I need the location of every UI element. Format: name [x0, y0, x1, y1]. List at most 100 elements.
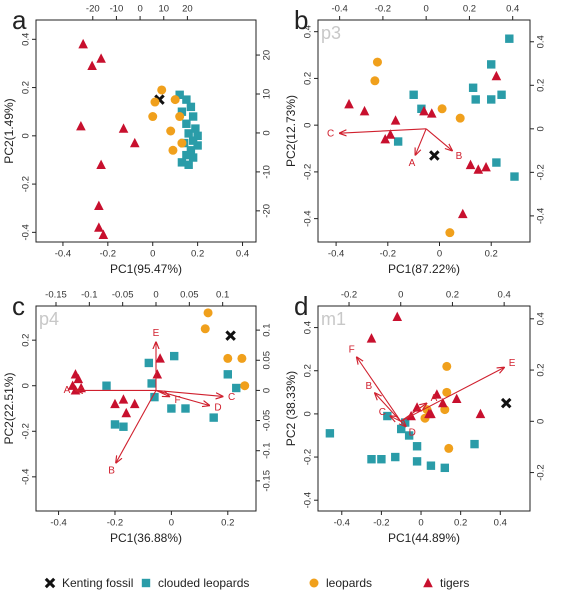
plot-frame [35, 19, 257, 243]
point [188, 136, 198, 145]
point [481, 162, 491, 172]
x-axis-label: PC1(95.47%) [110, 262, 182, 276]
point [148, 112, 158, 122]
y2-tick-label: -0.2 [536, 464, 547, 480]
point [94, 200, 104, 211]
y-tick-label: 0 [21, 383, 32, 388]
y2-tick-label: -0.2 [536, 164, 547, 180]
legend-marker [423, 577, 433, 588]
loading-arrow [415, 128, 427, 155]
y-axis-label: PC2 (38.33%) [284, 371, 298, 446]
plot-frame [317, 305, 531, 512]
panel-code: p3 [321, 23, 341, 43]
loading-arrow [116, 390, 157, 462]
plot-frame [317, 19, 531, 243]
point [390, 115, 401, 125]
point [157, 85, 167, 95]
point [193, 131, 202, 141]
legend-label: Kenting fossil [62, 576, 133, 590]
y-tick-label: -0.2 [21, 176, 32, 192]
point [73, 373, 84, 384]
point [144, 358, 154, 368]
point [76, 120, 86, 131]
point [118, 394, 129, 404]
y2-tick-label: 0 [536, 419, 547, 424]
point [500, 397, 512, 409]
x2-tick-label: 20 [182, 4, 193, 15]
x2-tick-label: 0.2 [446, 290, 459, 301]
point [440, 463, 450, 473]
y2-tick-label: 0 [262, 130, 273, 135]
x-axis-label: PC1(44.89%) [388, 531, 460, 545]
x-tick-label: -0.2 [373, 518, 389, 529]
point [492, 158, 501, 167]
x2-tick-label: -0.2 [341, 290, 357, 301]
point [166, 126, 176, 136]
point [391, 452, 400, 462]
loading-arrow [401, 421, 406, 426]
y-tick-label: 0.2 [303, 364, 314, 377]
point [177, 138, 187, 148]
point [147, 379, 156, 388]
point [409, 90, 418, 99]
point [473, 164, 484, 174]
point [119, 422, 128, 431]
y-tick-label: 0.2 [303, 72, 314, 85]
point [383, 411, 392, 421]
point [184, 129, 193, 138]
y2-tick-label: 0.4 [536, 312, 547, 325]
loading-arrow [400, 368, 504, 422]
x-tick-label: 0 [169, 518, 174, 529]
y-tick-label: 0.4 [303, 321, 314, 334]
loading-label: F [174, 395, 180, 406]
point [181, 404, 190, 413]
panel-letter: c [12, 291, 25, 321]
x-tick-label: -0.4 [328, 249, 344, 260]
x2-tick-label: 0 [398, 290, 403, 301]
x-tick-label: -0.2 [100, 249, 116, 260]
loading-label: B [365, 381, 372, 392]
x2-tick-label: -0.05 [112, 290, 134, 301]
point [170, 351, 179, 361]
point [366, 333, 377, 343]
point [487, 60, 496, 69]
y2-tick-label: 0.05 [262, 351, 273, 370]
point [186, 146, 196, 155]
y2-tick-label: -0.05 [262, 410, 273, 432]
x2-tick-label: 0 [153, 290, 158, 301]
x2-tick-label: 0 [424, 4, 429, 15]
loading-arrow [155, 389, 209, 405]
y-axis-label: PC2(1.49%) [2, 98, 16, 163]
point [419, 105, 429, 116]
y-tick-label: -0.2 [21, 423, 32, 439]
point [505, 34, 514, 43]
point [445, 228, 455, 238]
x2-tick-label: 0.1 [216, 290, 229, 301]
x2-tick-label: -10 [110, 4, 124, 15]
point [468, 83, 478, 92]
point [188, 112, 198, 121]
y2-tick-label: 0 [262, 388, 273, 393]
x2-tick-label: -0.15 [45, 290, 67, 301]
x2-tick-label: -0.4 [331, 4, 347, 15]
loading-arrow [425, 128, 452, 151]
point [465, 159, 476, 170]
legend-label: leopards [326, 576, 372, 590]
loading-label: E [509, 358, 516, 369]
y2-tick-label: 0.2 [536, 363, 547, 376]
point [424, 408, 434, 419]
x-axis-label: PC1(87.22%) [388, 262, 460, 276]
loading-label: F [349, 344, 355, 355]
point [98, 229, 109, 239]
point [417, 104, 426, 113]
point [223, 370, 232, 379]
loading-arrow [357, 357, 402, 422]
point [175, 112, 185, 122]
point [392, 311, 403, 321]
x-tick-label: 0 [418, 518, 423, 529]
point [491, 70, 502, 81]
loading-label: C [228, 392, 235, 403]
point [182, 150, 191, 160]
y-tick-label: -0.4 [303, 210, 314, 226]
